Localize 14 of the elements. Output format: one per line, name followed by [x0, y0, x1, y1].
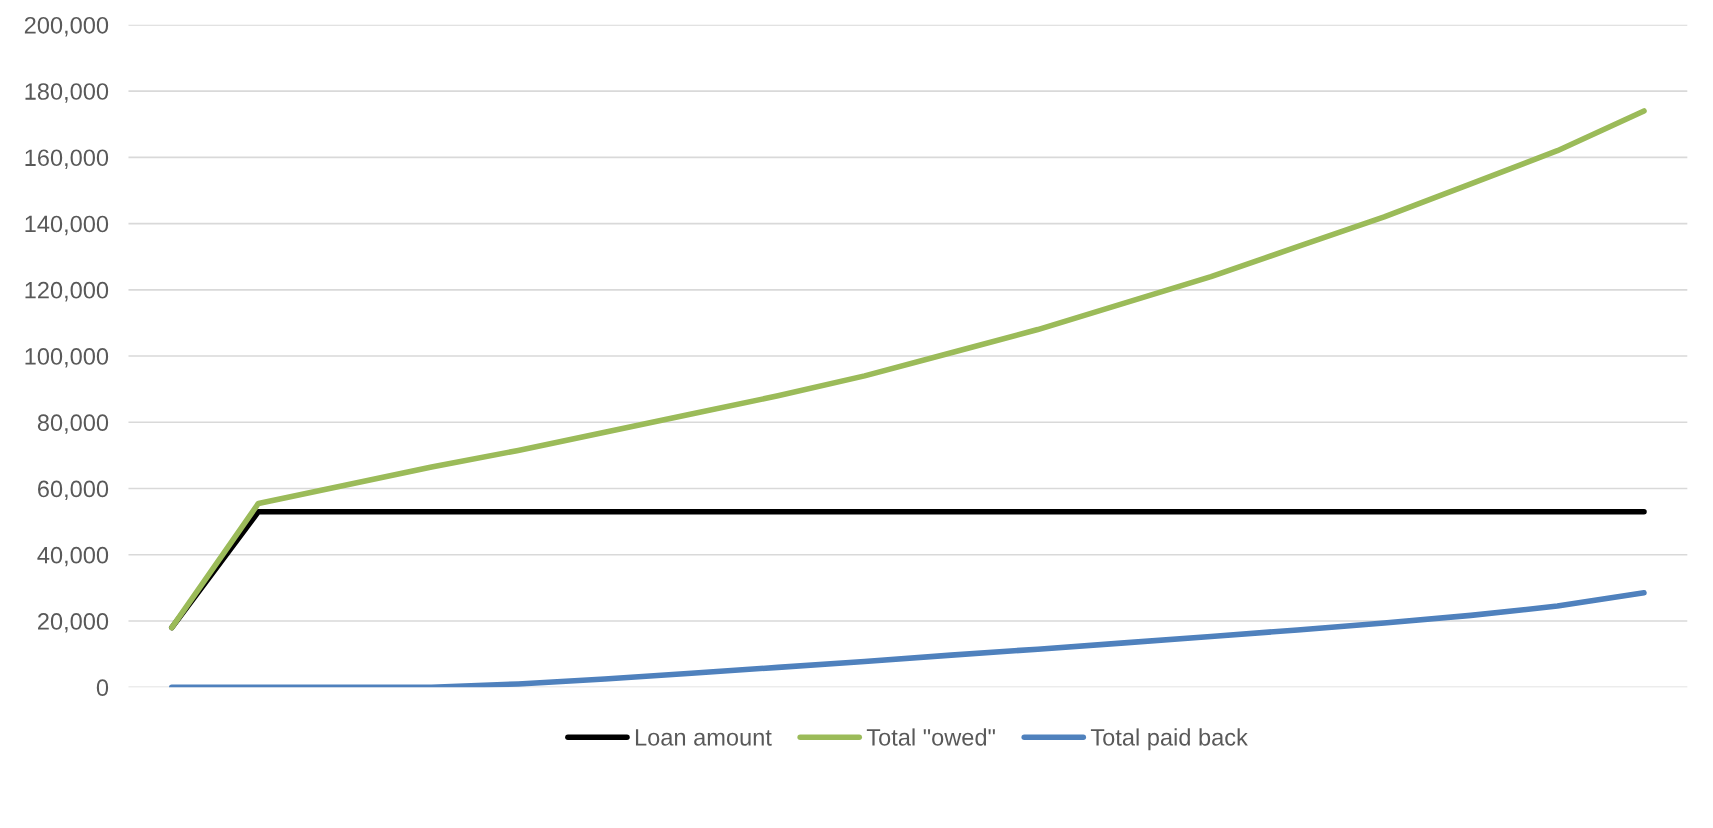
y-tick-label: 180,000 — [25, 83, 109, 103]
legend-label: Loan amount — [635, 729, 772, 746]
y-tick-label: 20,000 — [38, 613, 109, 633]
y-tick-label: 0 — [96, 679, 109, 697]
y-tick-label: 80,000 — [37, 414, 109, 434]
y-tick-label: 120,000 — [25, 281, 109, 302]
y-tick-label: 40,000 — [37, 546, 109, 567]
legend-label: Total paid back — [1090, 728, 1248, 751]
y-tick-label: 200,000 — [24, 16, 109, 37]
y-tick-label: 100,000 — [25, 348, 109, 368]
legend-label: Total "owed" — [866, 728, 995, 746]
y-tick-label: 60,000 — [38, 480, 109, 501]
y-tick-label: 140,000 — [25, 215, 109, 236]
y-tick-label: 160,000 — [25, 149, 109, 169]
